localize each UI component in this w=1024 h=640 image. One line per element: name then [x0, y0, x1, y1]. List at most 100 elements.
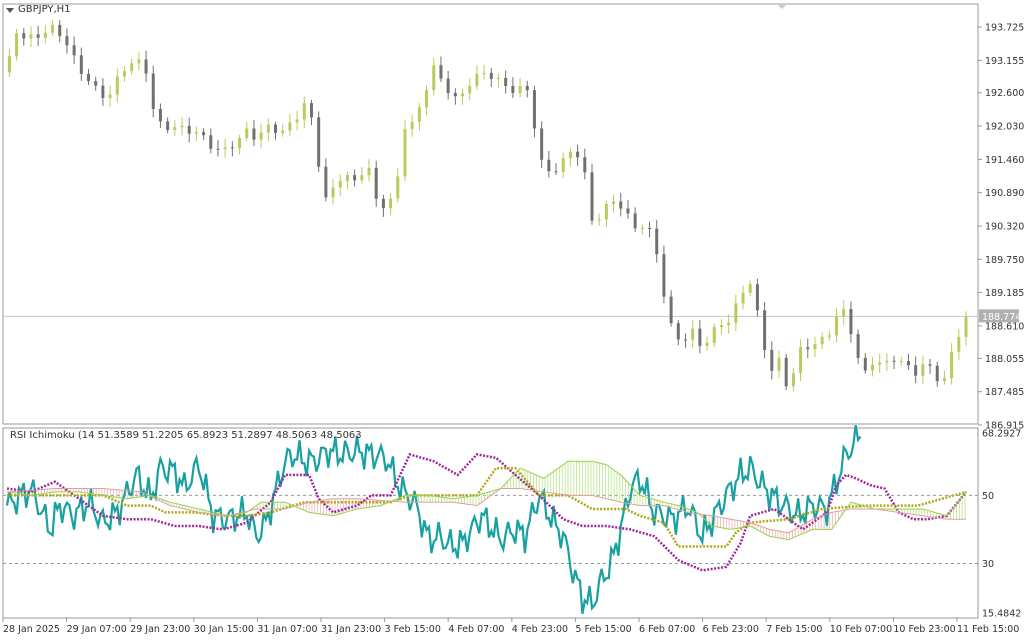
- price-tick-label: 190.890: [985, 188, 1024, 199]
- time-tick-label: 4 Feb 23:00: [512, 624, 568, 635]
- candle-body: [403, 129, 407, 177]
- candles: [7, 20, 968, 392]
- candle-body: [799, 347, 803, 374]
- series-tenkan: [6, 452, 967, 572]
- candle-body: [719, 325, 723, 328]
- candle-body: [856, 334, 860, 358]
- time-tick-label: 3 Feb 15:00: [385, 624, 441, 635]
- series-senkou-a: [6, 460, 967, 541]
- candle-body: [820, 336, 824, 345]
- candle-body: [338, 180, 342, 188]
- candle-body: [741, 292, 745, 304]
- candle-body: [950, 351, 954, 379]
- candle-body: [942, 378, 946, 382]
- current-price-tag: [979, 309, 1019, 323]
- candle-body: [87, 73, 91, 82]
- candle-body: [65, 36, 69, 46]
- candle-body: [468, 85, 472, 94]
- time-tick-label: 29 Jan 23:00: [130, 624, 190, 635]
- candle-body: [158, 109, 162, 122]
- candle-body: [835, 316, 839, 336]
- candle-body: [101, 85, 105, 98]
- candle-body: [957, 336, 961, 352]
- candle-body: [683, 339, 687, 341]
- candle-body: [935, 365, 939, 382]
- candle-body: [597, 219, 601, 221]
- candle-body: [353, 175, 357, 181]
- candle-body: [813, 344, 817, 350]
- candle-body: [777, 357, 781, 371]
- candle-body: [770, 349, 774, 371]
- series-senkou-b: [6, 488, 966, 534]
- candle-body: [899, 361, 903, 363]
- candle-body: [784, 357, 788, 387]
- candle-body: [22, 33, 26, 39]
- indicator-pane-frame: [2, 427, 979, 619]
- candle-body: [317, 117, 321, 167]
- candle-body: [612, 201, 616, 204]
- symbol-title: GBPJPY,H1: [18, 4, 71, 15]
- candle-body: [791, 373, 795, 387]
- candle-body: [144, 59, 148, 74]
- candle-body: [439, 65, 443, 79]
- price-tick-label: 193.155: [985, 56, 1024, 67]
- candle-body: [827, 335, 831, 337]
- candle-body: [554, 171, 558, 173]
- indicator-tick-label: 50: [982, 491, 994, 502]
- candle-body: [122, 71, 126, 77]
- candle-body: [137, 59, 141, 64]
- candle-body: [130, 63, 134, 72]
- candle-body: [504, 77, 508, 86]
- candle-body: [662, 254, 666, 297]
- candle-body: [331, 187, 335, 198]
- time-tick-label: 4 Feb 07:00: [448, 624, 504, 635]
- candle-body: [590, 172, 594, 221]
- time-tick-label: 10 Feb 23:00: [893, 624, 955, 635]
- candle-body: [626, 208, 630, 214]
- indicator-tick-label: 30: [982, 559, 994, 570]
- time-tick-label: 6 Feb 23:00: [703, 624, 759, 635]
- candle-body: [806, 347, 810, 350]
- candle-body: [892, 360, 896, 362]
- candle-body: [79, 55, 83, 74]
- candle-body: [727, 322, 731, 326]
- candle-body: [230, 147, 234, 149]
- candle-body: [489, 72, 493, 79]
- candle-body: [345, 175, 349, 181]
- candle-body: [748, 284, 752, 293]
- candle-body: [547, 159, 551, 172]
- candle-body: [374, 167, 378, 199]
- price-tick-label: 188.055: [985, 354, 1024, 365]
- candle-body: [281, 130, 285, 133]
- candle-body: [698, 328, 702, 346]
- candle-body: [906, 361, 910, 366]
- candle-body: [94, 81, 98, 86]
- candle-body: [669, 296, 673, 324]
- price-tick-label: 193.725: [985, 23, 1024, 34]
- candle-body: [712, 327, 716, 343]
- candle-body: [288, 122, 292, 131]
- collapse-triangle-icon[interactable]: [6, 8, 14, 13]
- shift-marker-icon: [777, 4, 787, 9]
- candle-body: [108, 94, 112, 98]
- candle-body: [849, 309, 853, 335]
- time-tick-label: 6 Feb 07:00: [639, 624, 695, 635]
- current-price-label: 188.774: [982, 312, 1021, 323]
- price-tick-label: 191.460: [985, 155, 1024, 166]
- candle-body: [324, 166, 328, 198]
- candle-body: [461, 93, 465, 97]
- candle-body: [259, 132, 263, 140]
- price-tick-label: 186.915: [985, 421, 1024, 432]
- candle-body: [252, 128, 256, 140]
- candle-body: [417, 107, 421, 122]
- candle-body: [583, 157, 587, 173]
- candle-body: [51, 24, 55, 33]
- candle-body: [274, 124, 278, 133]
- price-tick-label: 189.750: [985, 255, 1024, 266]
- candle-body: [885, 360, 889, 363]
- candle-body: [870, 364, 874, 371]
- price-tick-label: 192.030: [985, 122, 1024, 133]
- candle-body: [151, 73, 155, 110]
